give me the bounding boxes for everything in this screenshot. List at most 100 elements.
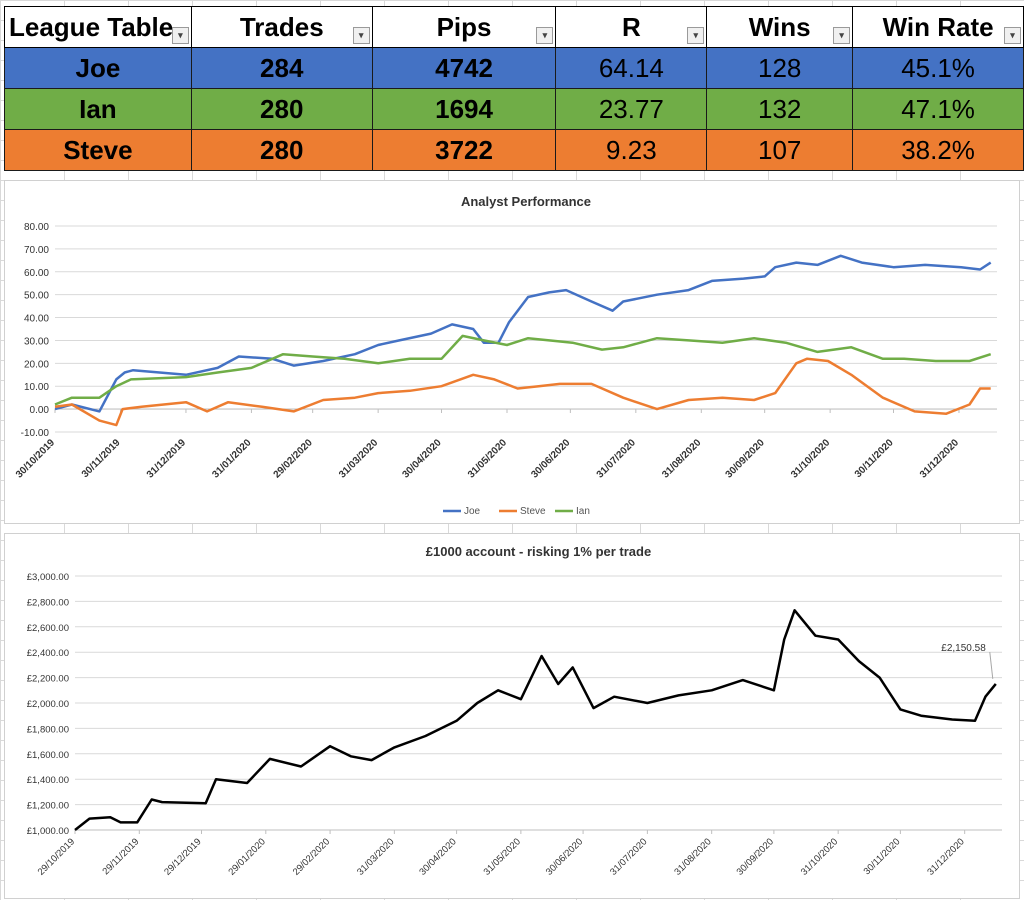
x-tick-label: 30/06/2020 (529, 437, 572, 480)
y-tick-label: £2,000.00 (27, 699, 69, 710)
cell-trades[interactable]: 280 (190, 129, 373, 171)
y-tick-label: 20.00 (24, 359, 49, 370)
header-pips: Pips ▾ (371, 6, 557, 48)
y-tick-label: £1,400.00 (27, 775, 69, 786)
legend-label: Ian (576, 506, 590, 517)
analyst-performance-svg: Analyst Performance -10.00 0.00 10.00 20.00 3… (14, 194, 997, 517)
x-tick-label: 31/12/2020 (918, 437, 961, 480)
x-tick-label: 30/04/2020 (417, 836, 458, 877)
annotation-leader (989, 651, 994, 679)
cell-wins[interactable]: 132 (706, 88, 854, 130)
cell-r[interactable]: 9.23 (555, 129, 708, 171)
y-tick-label: 50.00 (24, 291, 49, 302)
x-tick-label: 31/08/2020 (660, 437, 703, 480)
chart-title: Analyst Performance (461, 194, 591, 209)
x-tick-label: 31/08/2020 (672, 836, 713, 877)
cell-pips[interactable]: 1694 (371, 88, 557, 130)
y-tick-label: 10.00 (24, 382, 49, 393)
cell-pips[interactable]: 4742 (371, 47, 557, 89)
legend-label: Joe (464, 506, 481, 517)
x-tick-label: 31/07/2020 (608, 836, 649, 877)
x-tick-label: 29/01/2020 (227, 836, 268, 877)
y-tick-label: 70.00 (24, 245, 49, 256)
y-tick-label: £1,200.00 (27, 801, 69, 812)
table-row[interactable]: Joe 284 4742 64.14 128 45.1% (4, 47, 1024, 89)
header-wins: Wins ▾ (706, 6, 854, 48)
series-line-ian[interactable] (54, 334, 992, 406)
legend-label: Steve (520, 506, 546, 517)
cell-wins[interactable]: 107 (706, 129, 854, 171)
x-tick-label: 31/10/2020 (789, 437, 832, 480)
table-row[interactable]: Steve 280 3722 9.23 107 38.2% (4, 129, 1024, 171)
cell-r[interactable]: 23.77 (555, 88, 708, 130)
x-tick-label: 29/11/2019 (101, 836, 142, 877)
cell-name[interactable]: Ian (4, 88, 192, 130)
chart-title: £1000 account - risking 1% per trade (426, 544, 651, 559)
x-tick-label: 30/04/2020 (400, 437, 443, 480)
league-table-header: League Table ▾ Trades ▾ Pips ▾ R ▾ Wins ▾ Win… (4, 6, 1024, 48)
analyst-performance-chart[interactable]: Analyst Performance -10.00 0.00 10.00 20.00 3… (4, 180, 1020, 524)
y-tick-label: 0.00 (30, 405, 50, 416)
account-balance-svg: £1000 account - risking 1% per trade £1,0… (27, 544, 1002, 878)
filter-dropdown-icon[interactable]: ▾ (352, 27, 370, 44)
series-line-joe[interactable] (54, 254, 992, 413)
x-tick-label: 31/03/2020 (337, 437, 380, 480)
cell-name[interactable]: Joe (4, 47, 192, 89)
account-balance-chart[interactable]: £1000 account - risking 1% per trade £1,0… (4, 533, 1020, 899)
x-tick-label: 30/06/2020 (544, 836, 585, 877)
x-tick-label: 31/05/2020 (482, 836, 523, 877)
filter-dropdown-icon[interactable]: ▾ (536, 27, 554, 44)
cell-win-rate[interactable]: 45.1% (852, 47, 1024, 89)
cell-win-rate[interactable]: 47.1% (852, 88, 1024, 130)
x-tick-label: 29/02/2020 (272, 437, 315, 480)
cell-trades[interactable]: 284 (190, 47, 373, 89)
x-tick-label: 31/07/2020 (595, 437, 638, 480)
x-tick-label: 31/12/2020 (925, 836, 966, 877)
cell-win-rate[interactable]: 38.2% (852, 129, 1024, 171)
y-tick-label: £1,800.00 (27, 724, 69, 735)
sort-descending-icon[interactable]: ▾ (687, 27, 705, 44)
x-tick-label: 31/12/2019 (145, 437, 188, 480)
annotation-label: £2,150.58 (941, 643, 986, 654)
header-win-rate: Win Rate ▾ (852, 6, 1024, 48)
x-tick-label: 30/09/2020 (724, 437, 767, 480)
filter-dropdown-icon[interactable]: ▾ (171, 27, 189, 44)
cell-pips[interactable]: 3722 (371, 129, 557, 171)
x-tick-label: 31/03/2020 (355, 836, 396, 877)
y-tick-label: £2,400.00 (27, 648, 69, 659)
y-tick-label: £1,000.00 (27, 826, 69, 837)
y-tick-label: 60.00 (24, 268, 49, 279)
filter-dropdown-icon[interactable]: ▾ (1004, 27, 1021, 44)
x-tick-label: 31/05/2020 (466, 437, 509, 480)
x-tick-label: 30/11/2019 (80, 437, 123, 480)
header-league-table: League Table ▾ (4, 6, 192, 48)
y-tick-label: £2,600.00 (27, 623, 69, 634)
header-trades: Trades ▾ (190, 6, 373, 48)
x-tick-label: 30/09/2020 (735, 836, 776, 877)
x-tick-label: 30/11/2020 (853, 437, 896, 480)
y-tick-label: £1,600.00 (27, 750, 69, 761)
header-r: R ▾ (555, 6, 708, 48)
series-line-steve[interactable] (54, 357, 991, 427)
x-tick-label: 29/02/2020 (291, 836, 332, 877)
filter-dropdown-icon[interactable]: ▾ (833, 27, 851, 44)
cell-r[interactable]: 64.14 (555, 47, 708, 89)
x-tick-label: 29/12/2019 (162, 836, 203, 877)
x-tick-label: 31/01/2020 (210, 437, 253, 480)
y-tick-label: 30.00 (24, 336, 49, 347)
y-tick-label: £2,200.00 (27, 674, 69, 685)
series-line-balance[interactable] (74, 609, 997, 831)
league-table: League Table ▾ Trades ▾ Pips ▾ R ▾ Wins ▾ Win… (4, 6, 1024, 171)
x-tick-label: 31/10/2020 (799, 836, 840, 877)
y-tick-label: £2,800.00 (27, 597, 69, 608)
cell-wins[interactable]: 128 (706, 47, 854, 89)
y-tick-label: 80.00 (24, 222, 49, 233)
cell-trades[interactable]: 280 (190, 88, 373, 130)
x-tick-label: 30/11/2020 (862, 836, 903, 877)
y-tick-label: -10.00 (21, 428, 50, 439)
cell-name[interactable]: Steve (4, 129, 192, 171)
y-tick-label: 40.00 (24, 314, 49, 325)
table-row[interactable]: Ian 280 1694 23.77 132 47.1% (4, 88, 1024, 130)
y-tick-label: £3,000.00 (27, 572, 69, 583)
x-tick-label: 30/10/2019 (14, 437, 57, 480)
